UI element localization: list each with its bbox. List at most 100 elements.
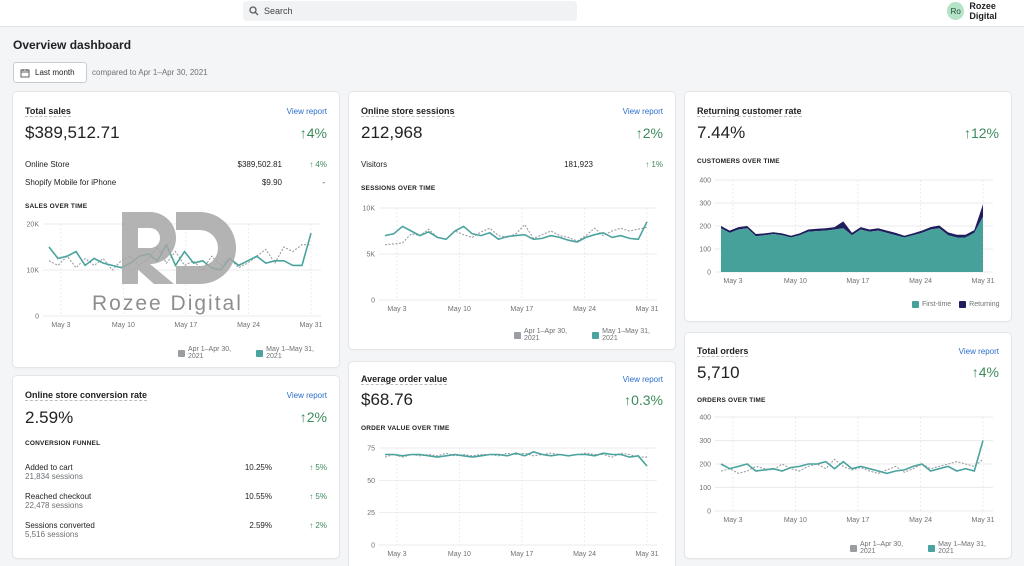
date-range-label: Last month bbox=[35, 68, 75, 77]
x-tick-label: May 3 bbox=[387, 306, 406, 313]
current-series-line bbox=[720, 440, 984, 475]
funnel-sessions: 21,834 sessions bbox=[25, 472, 83, 481]
legend-first-time: First-time bbox=[922, 301, 952, 308]
date-range-button[interactable]: Last month bbox=[13, 62, 87, 83]
x-tick-label: May 31 bbox=[972, 278, 995, 285]
x-tick-label: May 17 bbox=[846, 517, 869, 524]
funnel-row: Added to cart 21,834 sessions 10.25% ↑ 5… bbox=[25, 463, 327, 481]
chart-section-title: SESSIONS OVER TIME bbox=[361, 185, 436, 192]
user-menu[interactable]: Ro Rozee Digital bbox=[947, 1, 1024, 21]
x-tick-label: May 3 bbox=[51, 322, 70, 329]
card-title: Total sales bbox=[25, 106, 71, 117]
top-bar: Search Ro Rozee Digital bbox=[0, 0, 1024, 27]
watermark-logo bbox=[122, 212, 236, 284]
chart-section-title: CUSTOMERS OVER TIME bbox=[697, 158, 780, 165]
breakdown-row: Shopify Mobile for iPhone $9.90 - bbox=[25, 178, 327, 187]
previous-series-line bbox=[48, 244, 311, 271]
funnel-row: Sessions converted 5,516 sessions 2.59% … bbox=[25, 521, 327, 539]
y-tick-label: 5K bbox=[366, 252, 375, 259]
view-report-link[interactable]: View report bbox=[286, 391, 327, 400]
total-orders-card: Total orders View report 5,710 ↑4% ORDER… bbox=[685, 333, 1011, 558]
x-tick-label: May 31 bbox=[972, 517, 995, 524]
y-tick-label: 200 bbox=[699, 224, 711, 231]
sessions-card: Online store sessions View report 212,96… bbox=[349, 92, 675, 349]
funnel-label: Added to cart bbox=[25, 463, 73, 472]
funnel-change: ↑ 5% bbox=[309, 492, 327, 501]
y-tick-label: 20K bbox=[27, 222, 40, 229]
x-tick-label: May 24 bbox=[909, 517, 932, 524]
row-change: - bbox=[322, 178, 325, 187]
search-placeholder: Search bbox=[264, 6, 293, 16]
metric-value: 5,710 bbox=[697, 363, 740, 382]
row-value: 181,923 bbox=[564, 160, 593, 169]
returning-customer-card: Returning customer rate 7.44% ↑12% CUSTO… bbox=[685, 92, 1011, 321]
search-icon bbox=[249, 6, 259, 16]
x-tick-label: May 10 bbox=[784, 517, 807, 524]
order-value-over-time-chart: 75 50 25 0 May 3 May 10 May 17 May 24 May 31 bbox=[367, 446, 659, 559]
previous-series-line bbox=[384, 223, 648, 246]
breakdown-row: Online Store $389,502.81 ↑ 4% bbox=[25, 160, 327, 169]
legend-previous: Apr 1–Apr 30, 2021 bbox=[859, 541, 904, 555]
metric-change: ↑4% bbox=[299, 125, 327, 141]
y-tick-label: 10K bbox=[27, 268, 40, 275]
x-tick-label: May 24 bbox=[909, 278, 932, 285]
chart-section-title: ORDERS OVER TIME bbox=[697, 397, 766, 404]
chart-legend: Apr 1–Apr 30, 2021 May 1–May 31, 2021 bbox=[178, 346, 339, 360]
orders-over-time-chart: 400 300 200 100 0 May 3 May 10 May 17 May 24 May … bbox=[699, 415, 995, 525]
legend-previous: Apr 1–Apr 30, 2021 bbox=[523, 328, 568, 342]
chart-section-title: ORDER VALUE OVER TIME bbox=[361, 425, 450, 432]
y-tick-label: 400 bbox=[699, 178, 711, 185]
row-label: Shopify Mobile for iPhone bbox=[25, 178, 117, 187]
y-tick-label: 0 bbox=[35, 314, 39, 321]
card-title: Total orders bbox=[697, 346, 749, 357]
first-time-area bbox=[721, 216, 983, 272]
funnel-sessions: 22,478 sessions bbox=[25, 501, 83, 510]
current-series-line bbox=[384, 221, 648, 243]
row-change: ↑ 4% bbox=[309, 160, 327, 169]
x-tick-label: May 24 bbox=[573, 551, 596, 558]
avatar: Ro bbox=[947, 2, 965, 20]
x-tick-label: May 3 bbox=[723, 278, 742, 285]
compared-text: compared to Apr 1–Apr 30, 2021 bbox=[92, 68, 208, 77]
view-report-link[interactable]: View report bbox=[622, 375, 663, 384]
chart-legend: Apr 1–Apr 30, 2021 May 1–May 31, 2021 bbox=[514, 328, 675, 342]
x-tick-label: May 31 bbox=[636, 306, 659, 313]
y-tick-label: 400 bbox=[699, 415, 711, 422]
legend-previous: Apr 1–Apr 30, 2021 bbox=[187, 346, 232, 360]
view-report-link[interactable]: View report bbox=[958, 347, 999, 356]
y-tick-label: 0 bbox=[371, 543, 375, 550]
view-report-link[interactable]: View report bbox=[286, 107, 327, 116]
search-input[interactable]: Search bbox=[243, 1, 577, 21]
card-title: Returning customer rate bbox=[697, 106, 802, 117]
x-tick-label: May 24 bbox=[573, 306, 596, 313]
calendar-icon bbox=[20, 68, 30, 77]
metric-change: ↑2% bbox=[635, 125, 663, 141]
previous-series-line bbox=[384, 452, 647, 458]
row-label: Online Store bbox=[25, 160, 70, 169]
funnel-sessions: 5,516 sessions bbox=[25, 530, 79, 539]
metric-value: $389,512.71 bbox=[25, 123, 120, 142]
funnel-value: 2.59% bbox=[249, 521, 272, 530]
legend-current: May 1–May 31, 2021 bbox=[266, 346, 314, 360]
funnel-value: 10.55% bbox=[244, 492, 272, 501]
x-tick-label: May 10 bbox=[448, 551, 471, 558]
x-tick-label: May 10 bbox=[784, 278, 807, 285]
row-change: ↑ 1% bbox=[645, 160, 663, 169]
y-tick-label: 50 bbox=[367, 478, 375, 485]
chart-legend: First-time Returning bbox=[912, 301, 1008, 308]
x-tick-label: May 31 bbox=[300, 322, 323, 329]
view-report-link[interactable]: View report bbox=[622, 107, 663, 116]
x-tick-label: May 31 bbox=[636, 551, 659, 558]
chart-legend: Apr 1–Apr 30, 2021 May 1–May 31, 2021 bbox=[850, 541, 1011, 555]
y-tick-label: 10K bbox=[363, 206, 376, 213]
row-value: $389,502.81 bbox=[237, 160, 283, 169]
metric-value: 2.59% bbox=[25, 408, 74, 427]
legend-current: May 1–May 31, 2021 bbox=[938, 541, 986, 555]
row-label: Visitors bbox=[361, 160, 388, 169]
user-name: Rozee Digital bbox=[969, 1, 997, 21]
card-title: Online store sessions bbox=[361, 106, 455, 117]
x-tick-label: May 3 bbox=[387, 551, 406, 558]
sales-over-time-chart: 20K 10K 0 May 3 May 10 May 17 May 24 May 31 bbox=[27, 222, 323, 330]
row-value: $9.90 bbox=[261, 178, 282, 187]
x-tick-label: May 17 bbox=[510, 551, 533, 558]
